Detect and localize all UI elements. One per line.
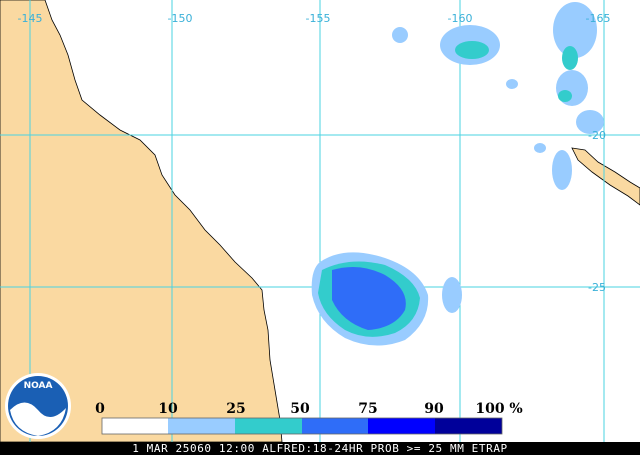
latitude-label: -20 <box>588 129 606 142</box>
rain-probability <box>311 2 604 346</box>
rain-area <box>558 90 572 102</box>
land-new-caledonia <box>571 147 640 206</box>
longitude-label: -165 <box>586 12 611 25</box>
logo-text: NOAA <box>24 381 53 391</box>
legend-label: 10 <box>158 401 178 417</box>
legend-unit: % <box>509 401 522 417</box>
rain-area <box>553 2 597 58</box>
longitude-label: -160 <box>448 12 473 25</box>
legend: 0 10 25 50 75 90 100 % <box>95 401 523 435</box>
rain-area <box>552 150 572 190</box>
rain-area <box>576 110 604 134</box>
rain-area <box>455 41 489 59</box>
logo: NOAA <box>5 373 71 439</box>
rain-area <box>506 79 518 89</box>
legend-swatch <box>368 418 435 434</box>
longitude-label: -150 <box>168 12 193 25</box>
footer-text: 1 MAR 25060 12:00 ALFRED:18-24HR PROB >=… <box>132 442 508 455</box>
rain-area <box>392 27 408 43</box>
legend-swatch <box>302 418 368 434</box>
legend-label: 25 <box>226 401 245 417</box>
legend-swatch <box>102 418 168 434</box>
legend-label: 90 <box>424 401 444 417</box>
footer-bar <box>0 442 640 455</box>
legend-frame <box>101 417 503 435</box>
land-australia <box>0 0 283 443</box>
legend-label: 75 <box>358 401 377 417</box>
legend-swatch <box>435 418 502 434</box>
legend-label: 0 <box>95 401 105 417</box>
rain-area <box>442 277 462 313</box>
grid-labels: -145 -150 -155 -160 -165 -20 -25 <box>18 12 611 294</box>
longitude-label: -155 <box>306 12 331 25</box>
legend-swatch <box>168 418 235 434</box>
rain-area <box>332 266 406 330</box>
rain-area <box>562 46 578 70</box>
logo-gull <box>10 402 66 436</box>
legend-label: 100 <box>475 401 504 417</box>
rain-area <box>534 143 546 153</box>
legend-swatch <box>235 418 302 434</box>
latitude-label: -25 <box>588 281 606 294</box>
longitude-label: -145 <box>18 12 43 25</box>
legend-label: 50 <box>290 401 310 417</box>
